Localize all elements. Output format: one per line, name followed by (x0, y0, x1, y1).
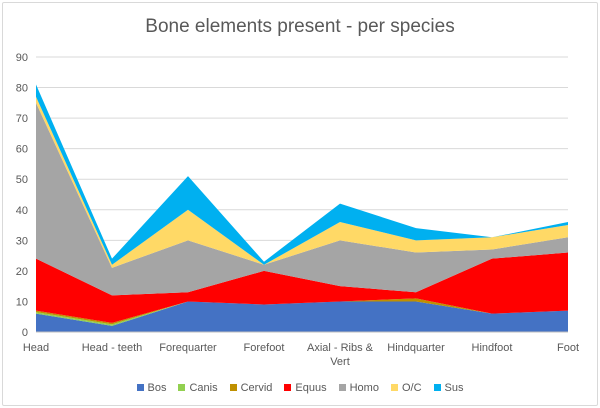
chart-legend: Bos Canis Cervid Equus Homo O/C Sus (0, 382, 600, 394)
legend-label: Canis (189, 382, 218, 394)
y-tick-label: 90 (16, 52, 28, 64)
legend-item: Bos (136, 382, 167, 394)
x-tick-label: Forefoot (244, 342, 285, 354)
legend-label: Sus (444, 382, 464, 394)
x-tick-label: Foot (557, 342, 579, 354)
y-tick-label: 70 (16, 113, 28, 125)
legend-label: O/C (401, 382, 422, 394)
legend-item: Sus (433, 382, 464, 394)
y-tick-label: 50 (16, 174, 28, 186)
x-tick-label: Axial - Ribs & Vert (307, 342, 374, 368)
y-tick-label: 10 (16, 296, 28, 308)
x-tick-label-line: Hindfoot (472, 342, 513, 354)
legend-swatch (433, 384, 441, 391)
legend-swatch (338, 384, 346, 391)
x-tick-label-line: Forequarter (159, 342, 217, 354)
legend-swatch (390, 384, 398, 391)
y-tick-label: 60 (16, 144, 28, 156)
x-tick-label-line: Head - teeth (82, 342, 143, 354)
chart-title: Bone elements present - per species (145, 16, 455, 37)
legend-label: Cervid (240, 382, 273, 394)
x-tick-label: Head (23, 342, 49, 354)
area-series-o-c (36, 96, 568, 268)
y-tick-label: 20 (16, 266, 28, 278)
x-tick-label: Forequarter (159, 342, 217, 354)
legend-item: Homo (338, 382, 379, 394)
x-tick-label: Hindfoot (472, 342, 513, 354)
legend-item: Canis (178, 382, 218, 394)
x-tick-label: Head - teeth (82, 342, 143, 354)
legend-swatch (136, 384, 144, 391)
legend-item: Cervid (229, 382, 273, 394)
legend-item: Equus (284, 382, 327, 394)
x-tick-label-line: Vert (330, 356, 350, 368)
legend-label: Equus (295, 382, 327, 394)
legend-label: Bos (147, 382, 167, 394)
legend-item: O/C (390, 382, 422, 394)
area-series-equus (36, 252, 568, 323)
x-tick-label-line: Forefoot (244, 342, 285, 354)
area-series-homo (36, 102, 568, 296)
x-tick-label-line: Hindquarter (387, 342, 445, 354)
legend-swatch (229, 384, 237, 391)
legend-swatch (284, 384, 292, 391)
x-tick-label: Hindquarter (387, 342, 445, 354)
x-tick-label-line: Axial - Ribs & (307, 342, 374, 354)
y-tick-label: 80 (16, 83, 28, 95)
y-tick-label: 0 (22, 327, 28, 339)
area-series-canis (36, 301, 568, 326)
x-tick-label-line: Foot (557, 342, 579, 354)
area-series-sus (36, 84, 568, 265)
area-series-bos (36, 301, 568, 332)
legend-swatch (178, 384, 186, 391)
y-tick-label: 30 (16, 235, 28, 247)
legend-label: Homo (349, 382, 379, 394)
y-tick-label: 40 (16, 205, 28, 217)
x-tick-label-line: Head (23, 342, 49, 354)
